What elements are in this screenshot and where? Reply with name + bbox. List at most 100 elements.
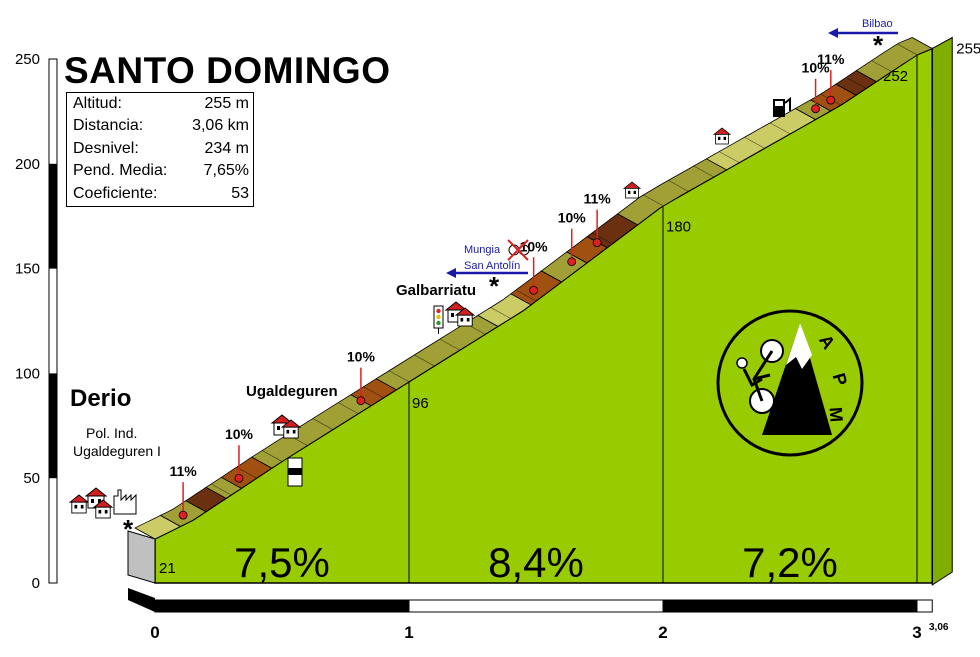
steep-marker-label: 10%: [347, 349, 376, 365]
traffic-light-red: [436, 308, 441, 314]
factory-icon: [113, 489, 137, 515]
traffic-light-icon: [433, 305, 444, 334]
steep-marker-dot: [178, 510, 188, 520]
road-stripe: [439, 338, 460, 351]
road-stripe: [668, 180, 689, 192]
house-roof: [444, 301, 468, 311]
road-stripe: [490, 307, 511, 319]
stat-value: 234 m: [204, 139, 249, 157]
house-window: [286, 429, 290, 434]
stat-row: Distancia: 3,06 km: [67, 115, 253, 137]
x-tick-label: 1: [404, 623, 413, 642]
stat-label: Distancia:: [73, 117, 144, 135]
house-window: [98, 499, 101, 503]
house-window: [718, 136, 721, 140]
village-label-galbarriatu: Galbarriatu: [396, 282, 477, 299]
logo-letter: M: [825, 406, 846, 422]
house-window: [277, 426, 280, 430]
x-tick-label: 0: [150, 623, 159, 642]
steep-marker-label: 11%: [583, 191, 611, 207]
steep-marker-label: 10%: [520, 238, 549, 254]
logo-bike-frame: [752, 350, 774, 402]
distance-bar-km: [662, 599, 918, 613]
house-window: [460, 317, 464, 322]
road-stripe: [236, 466, 257, 479]
x-tick-label: 3: [912, 623, 921, 642]
no-cycling-icon: [507, 239, 530, 261]
houses-icon: [84, 487, 108, 509]
altitude-label: 180: [666, 219, 691, 236]
house-window: [91, 499, 94, 503]
logo-mountain: [762, 323, 832, 435]
house-icon: [622, 181, 642, 199]
apm-logo-group: APM: [716, 309, 864, 457]
road-stripe: [719, 151, 740, 163]
stat-label: Coeficiente:: [73, 184, 158, 202]
sign-san-antolin: San Antolín: [464, 260, 521, 272]
road-stripe: [261, 450, 283, 462]
traffic-light-green: [436, 320, 441, 326]
road-bands: [134, 37, 934, 540]
steep-marker-dot: [811, 104, 820, 114]
houses-icon: [68, 494, 90, 514]
steep-marker-label: 10%: [225, 426, 254, 442]
house-window: [98, 509, 102, 514]
logo-rider-body: [742, 368, 763, 388]
sign-bilbao: Bilbao: [862, 18, 893, 30]
y-scale-band: [49, 373, 57, 479]
road-stripe: [592, 232, 613, 245]
road-stripe: [541, 270, 562, 283]
house-window: [723, 136, 726, 140]
steep-marker-dot: [356, 396, 366, 406]
segment-gradient-label: 8,4%: [488, 539, 584, 586]
distance-bar: 0 1 2 3 3,06: [128, 588, 949, 642]
road-stripe: [388, 370, 410, 383]
road-band: [855, 37, 934, 83]
house-window: [74, 504, 78, 509]
house-wall: [283, 426, 299, 439]
road-stripe: [846, 77, 867, 89]
y-tick-label: 200: [15, 156, 40, 173]
distance-bar-km: [408, 599, 664, 613]
houses-icon: [280, 419, 302, 439]
distance-bar-remainder: [916, 599, 933, 613]
arrow-head: [446, 268, 456, 278]
distance-bar-start: [128, 588, 155, 612]
road-stripe: [693, 165, 714, 178]
no-cycling-cross: [507, 239, 529, 261]
logo-rider-head: [736, 357, 748, 369]
house-window: [80, 504, 84, 509]
bridge-deck: [288, 468, 302, 475]
house-window: [633, 190, 636, 194]
steep-marker-dot: [567, 257, 577, 267]
apm-logo: APM: [716, 309, 864, 457]
road-stripe: [617, 213, 638, 226]
bridge-icon: [287, 457, 303, 487]
road-stripe: [871, 60, 892, 72]
stat-label: Pend. Media:: [73, 162, 168, 180]
village-label-ugaldeguren: Ugaldeguren: [246, 383, 338, 400]
house-window: [466, 317, 470, 322]
road-stripe: [338, 402, 359, 414]
house-wall: [71, 501, 87, 514]
asterisk-icon: *: [873, 30, 884, 60]
x-end-label: 3,06: [929, 622, 949, 633]
map-icons: * * *: [68, 28, 898, 544]
altitude-label: 255: [956, 41, 980, 58]
stat-row: Altitud: 255 m: [67, 93, 253, 115]
y-tick-label: 150: [15, 261, 40, 278]
steep-marker-dot: [826, 95, 836, 105]
segment-gradient-label: 7,5%: [234, 539, 330, 586]
road-stripe: [363, 386, 384, 398]
steep-marker-dot: [234, 473, 244, 483]
house-wall: [625, 188, 639, 199]
road-stripe: [312, 418, 333, 430]
industrial-label-line1: Pol. Ind.: [86, 425, 138, 441]
start-base-block: [127, 530, 156, 584]
y-tick-label: 250: [15, 51, 40, 68]
y-scale-band: [49, 163, 57, 269]
road-stripe: [185, 500, 206, 512]
stats-box: Altitud: 255 m Distancia: 3,06 km Desnivel…: [66, 92, 254, 207]
arrow-head: [828, 28, 838, 38]
